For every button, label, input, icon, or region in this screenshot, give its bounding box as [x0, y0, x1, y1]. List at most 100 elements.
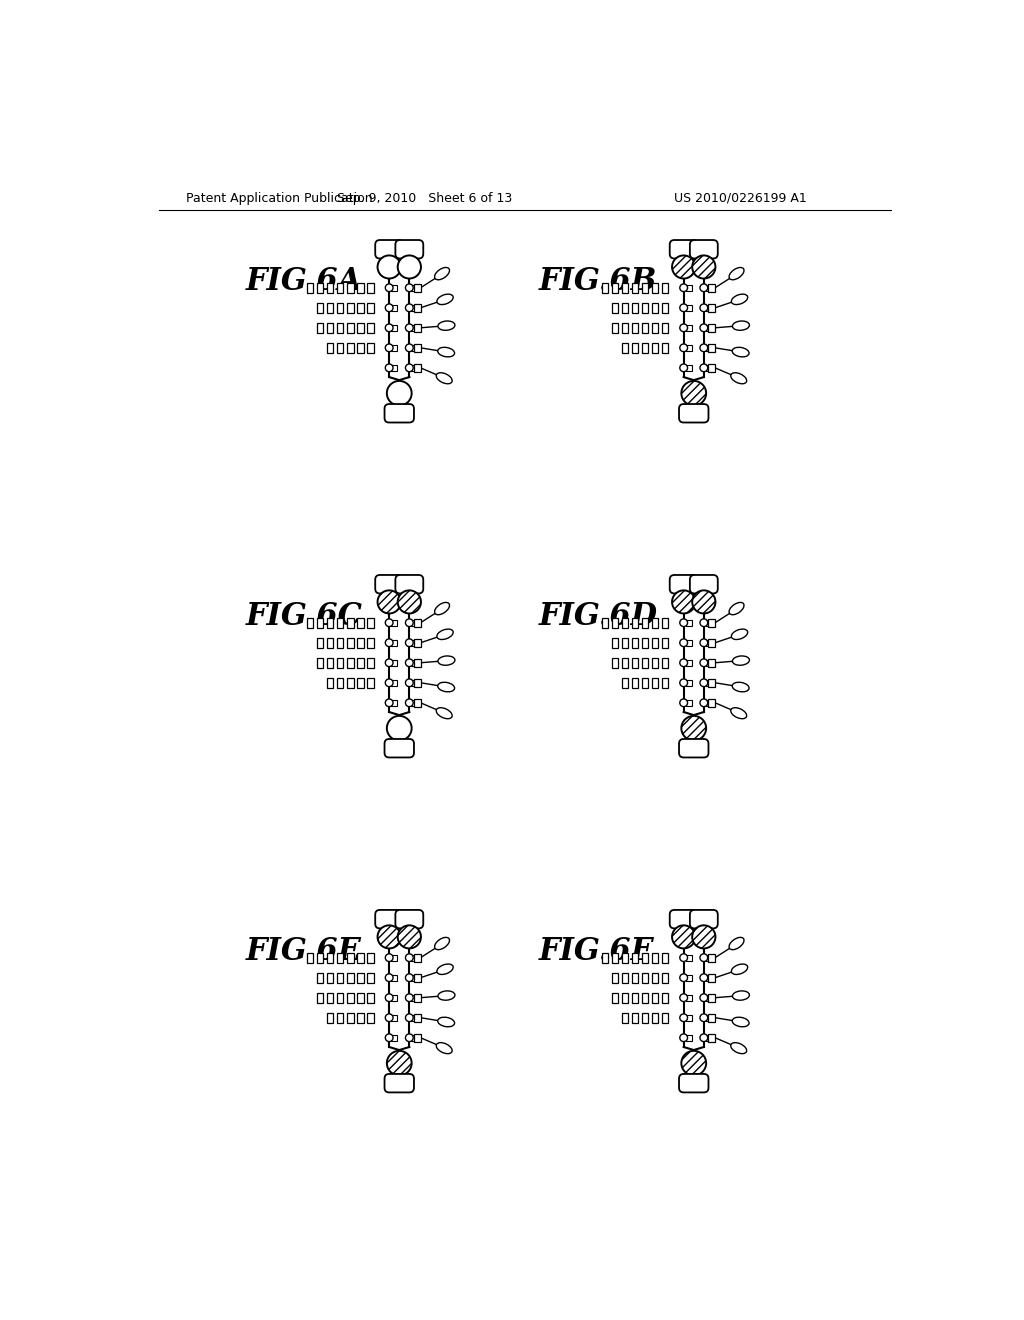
- Bar: [611, 282, 617, 293]
- Circle shape: [406, 284, 414, 292]
- Bar: [347, 323, 353, 333]
- Bar: [622, 1012, 628, 1023]
- Ellipse shape: [731, 372, 746, 384]
- Bar: [611, 302, 617, 313]
- Circle shape: [406, 1034, 414, 1041]
- Bar: [414, 974, 421, 982]
- Bar: [412, 974, 418, 981]
- Ellipse shape: [437, 294, 454, 305]
- FancyBboxPatch shape: [690, 576, 718, 594]
- Bar: [412, 700, 418, 706]
- Bar: [317, 302, 324, 313]
- Bar: [611, 993, 617, 1003]
- Bar: [642, 618, 648, 628]
- Bar: [686, 640, 692, 645]
- Circle shape: [385, 994, 393, 1002]
- Bar: [708, 974, 715, 982]
- Ellipse shape: [731, 1043, 746, 1053]
- Bar: [642, 993, 648, 1003]
- Bar: [652, 953, 658, 962]
- Bar: [357, 657, 364, 668]
- Circle shape: [385, 284, 393, 292]
- Circle shape: [672, 256, 695, 279]
- Bar: [337, 677, 343, 688]
- Ellipse shape: [732, 656, 750, 665]
- Bar: [611, 657, 617, 668]
- Bar: [368, 282, 374, 293]
- Bar: [414, 994, 421, 1002]
- Ellipse shape: [729, 937, 744, 949]
- Bar: [391, 1015, 397, 1020]
- Bar: [357, 618, 364, 628]
- Bar: [368, 993, 374, 1003]
- Bar: [611, 973, 617, 982]
- Ellipse shape: [731, 630, 748, 639]
- Bar: [328, 323, 334, 333]
- Text: Sep. 9, 2010   Sheet 6 of 13: Sep. 9, 2010 Sheet 6 of 13: [337, 191, 512, 205]
- FancyBboxPatch shape: [679, 1074, 709, 1093]
- Bar: [708, 639, 715, 647]
- Bar: [347, 973, 353, 982]
- Circle shape: [680, 678, 687, 686]
- Bar: [611, 953, 617, 962]
- Bar: [317, 618, 324, 628]
- Bar: [652, 993, 658, 1003]
- Bar: [317, 953, 324, 962]
- Bar: [307, 282, 313, 293]
- Bar: [391, 700, 397, 706]
- Bar: [622, 302, 628, 313]
- Bar: [662, 282, 669, 293]
- Bar: [652, 282, 658, 293]
- Bar: [357, 638, 364, 648]
- Bar: [412, 954, 418, 961]
- Bar: [317, 282, 324, 293]
- Bar: [662, 953, 669, 962]
- Circle shape: [700, 700, 708, 706]
- FancyBboxPatch shape: [375, 576, 403, 594]
- Circle shape: [680, 304, 687, 312]
- Circle shape: [680, 364, 687, 372]
- Circle shape: [385, 364, 393, 372]
- Bar: [632, 973, 638, 982]
- Bar: [662, 973, 669, 982]
- Ellipse shape: [732, 1018, 750, 1027]
- Text: US 2010/0226199 A1: US 2010/0226199 A1: [674, 191, 807, 205]
- Bar: [368, 953, 374, 962]
- Ellipse shape: [434, 937, 450, 949]
- Bar: [328, 618, 334, 628]
- Bar: [632, 657, 638, 668]
- Circle shape: [397, 590, 421, 614]
- Bar: [706, 680, 712, 686]
- Bar: [642, 638, 648, 648]
- Bar: [391, 995, 397, 1001]
- Bar: [391, 305, 397, 312]
- Bar: [414, 284, 421, 292]
- Bar: [622, 993, 628, 1003]
- Bar: [414, 954, 421, 961]
- Bar: [652, 323, 658, 333]
- Bar: [317, 323, 324, 333]
- Ellipse shape: [438, 321, 455, 330]
- Bar: [391, 954, 397, 961]
- Bar: [337, 323, 343, 333]
- FancyBboxPatch shape: [670, 240, 697, 259]
- Bar: [337, 302, 343, 313]
- Bar: [347, 1012, 353, 1023]
- Bar: [412, 345, 418, 351]
- Text: FIG.6E: FIG.6E: [246, 936, 361, 968]
- Bar: [686, 345, 692, 351]
- Bar: [368, 638, 374, 648]
- Bar: [414, 700, 421, 706]
- Bar: [317, 993, 324, 1003]
- Bar: [337, 993, 343, 1003]
- Circle shape: [700, 678, 708, 686]
- Bar: [347, 677, 353, 688]
- FancyBboxPatch shape: [690, 240, 718, 259]
- Bar: [368, 973, 374, 982]
- Circle shape: [700, 954, 708, 961]
- Circle shape: [385, 323, 393, 331]
- Bar: [632, 638, 638, 648]
- Bar: [652, 1012, 658, 1023]
- Bar: [357, 993, 364, 1003]
- Bar: [337, 618, 343, 628]
